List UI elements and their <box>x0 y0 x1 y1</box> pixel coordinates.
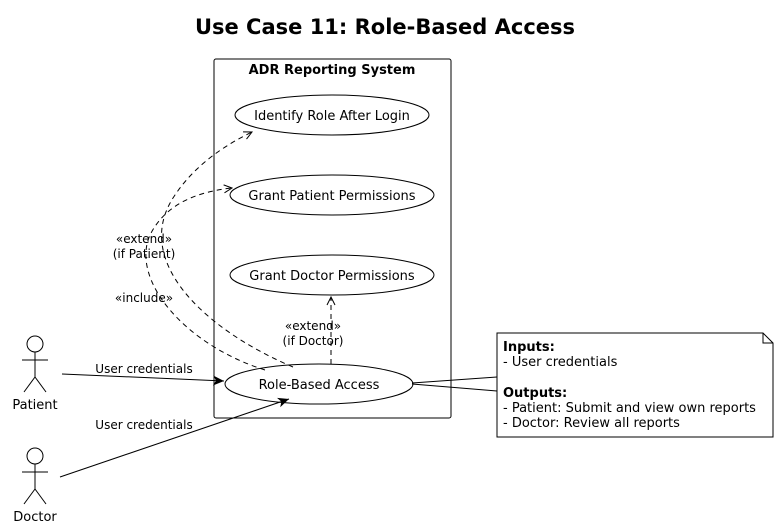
use-case-label: Grant Patient Permissions <box>248 189 415 204</box>
doctor-association-label: User credentials <box>95 418 192 432</box>
extend-patient-condition: (if Patient) <box>113 247 176 261</box>
note-inputs-item: - User credentials <box>503 355 618 370</box>
actor-label: Doctor <box>13 510 57 525</box>
use-case-label: Grant Doctor Permissions <box>249 269 415 284</box>
stick-figure-icon <box>22 335 48 393</box>
note: Inputs: - User credentials Outputs: - Pa… <box>496 332 774 438</box>
doctor-association-edge <box>59 397 290 478</box>
use-case-label: Role-Based Access <box>259 378 380 393</box>
use-case-identify-role[interactable]: Identify Role After Login <box>234 94 430 136</box>
actor-patient[interactable]: Patient <box>12 335 58 413</box>
note-outputs-heading: Outputs: <box>503 386 567 401</box>
extend-patient-edge <box>145 188 266 371</box>
system-boundary <box>213 58 452 419</box>
system-title: ADR Reporting System <box>249 63 416 78</box>
note-inputs-heading: Inputs: <box>503 340 555 355</box>
note-connector-upper <box>411 376 498 384</box>
patient-association-edge <box>61 373 225 386</box>
use-case-grant-doctor[interactable]: Grant Doctor Permissions <box>229 254 435 296</box>
use-case-role-based-access[interactable]: Role-Based Access <box>224 363 414 405</box>
note-connector-lower <box>411 383 498 392</box>
extend-patient-stereotype: «extend» <box>116 232 172 246</box>
use-case-grant-patient[interactable]: Grant Patient Permissions <box>229 174 435 216</box>
note-outputs-doctor: - Doctor: Review all reports <box>503 416 680 431</box>
patient-association-label: User credentials <box>95 362 192 376</box>
note-outputs-patient: - Patient: Submit and view own reports <box>503 401 756 416</box>
actor-doctor[interactable]: Doctor <box>13 447 57 525</box>
extend-doctor-stereotype: «extend» <box>285 319 341 333</box>
use-case-label: Identify Role After Login <box>254 109 410 124</box>
extend-doctor-condition: (if Doctor) <box>283 334 344 348</box>
actor-label: Patient <box>12 398 57 413</box>
diagram-title: Use Case 11: Role-Based Access <box>195 15 575 39</box>
include-label: «include» <box>115 291 173 305</box>
stick-figure-icon <box>22 447 48 505</box>
include-edge <box>161 132 294 368</box>
